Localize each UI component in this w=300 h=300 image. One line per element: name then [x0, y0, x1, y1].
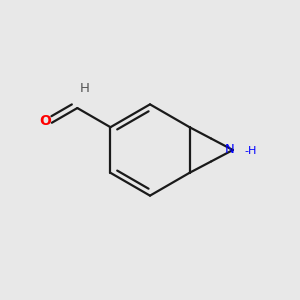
Text: N: N [225, 143, 234, 156]
Text: O: O [39, 114, 51, 128]
Text: -H: -H [244, 146, 256, 157]
Text: H: H [80, 82, 90, 95]
